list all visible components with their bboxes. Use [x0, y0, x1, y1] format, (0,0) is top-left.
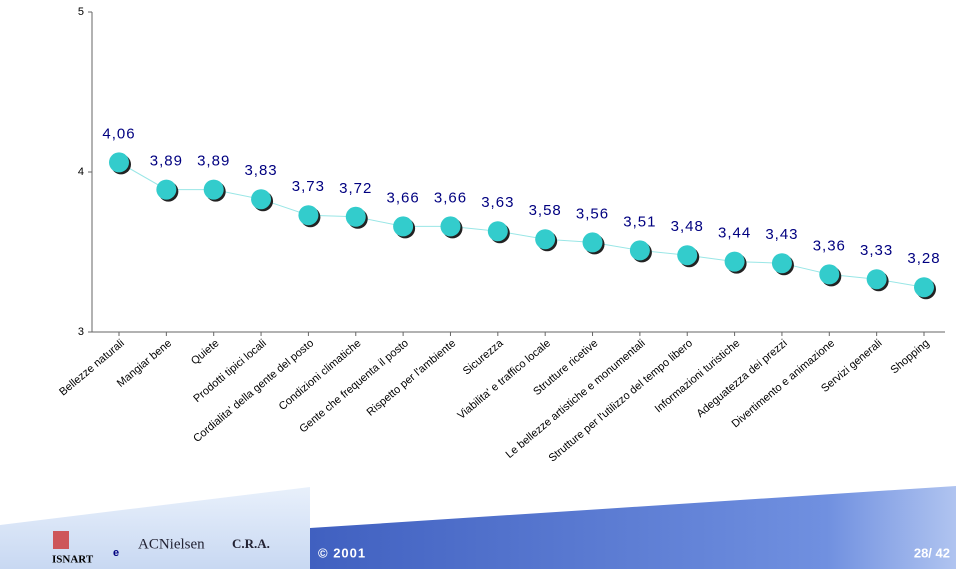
- value-label: 3,44: [718, 225, 751, 242]
- value-label: 3,73: [292, 178, 325, 195]
- line: [118, 161, 925, 288]
- x-tick-label: Quiete: [189, 337, 222, 367]
- marker: [440, 216, 461, 237]
- y-tick-label: 4: [78, 166, 84, 178]
- logo-cra: C.R.A.: [232, 536, 270, 551]
- value-label: 3,28: [907, 250, 940, 267]
- marker: [914, 277, 934, 298]
- marker: [582, 232, 603, 253]
- marker: [203, 179, 224, 200]
- marker: [109, 152, 129, 173]
- marker: [629, 240, 650, 261]
- value-label: 4,06: [102, 125, 135, 142]
- value-label: 3,66: [434, 189, 467, 206]
- value-label: 3,63: [481, 194, 514, 211]
- x-tick-label: Condizioni climatiche: [277, 337, 364, 413]
- marker: [724, 251, 745, 272]
- logo-icon: [53, 531, 69, 549]
- copyright: © 2001: [318, 545, 366, 560]
- joiner: e: [113, 547, 119, 559]
- footer-band: [310, 486, 956, 569]
- value-label: 3,43: [765, 226, 798, 243]
- value-label: 3,58: [529, 202, 562, 219]
- marker: [535, 229, 556, 250]
- value-label: 3,36: [813, 237, 846, 254]
- x-tick-label: Viabilita' e traffico locale: [455, 337, 553, 422]
- x-tick-label: Adeguatezza dei prezzi: [694, 337, 789, 420]
- value-label: 3,83: [244, 162, 277, 179]
- value-label: 3,89: [197, 153, 230, 170]
- marker: [487, 221, 508, 242]
- marker: [156, 179, 177, 200]
- logo-acnielsen: ACNielsen: [138, 536, 205, 552]
- marker: [251, 189, 272, 210]
- marker: [866, 269, 887, 290]
- marker: [677, 245, 698, 266]
- value-label: 3,66: [387, 189, 420, 206]
- x-tick-label: Bellezze naturali: [57, 337, 127, 398]
- x-tick-label: Informazioni turistiche: [653, 337, 743, 415]
- value-label: 3,51: [623, 213, 656, 230]
- value-label: 3,48: [671, 218, 704, 235]
- x-tick-label: Sicurezza: [461, 337, 506, 378]
- y-tick-label: 3: [78, 326, 84, 338]
- value-label: 3,89: [150, 153, 183, 170]
- value-label: 3,56: [576, 205, 609, 222]
- x-tick-label: Shopping: [888, 337, 931, 376]
- marker: [771, 253, 792, 274]
- value-label: 3,72: [339, 180, 372, 197]
- marker: [345, 206, 366, 227]
- y-tick-label: 5: [78, 6, 84, 18]
- value-label: 3,33: [860, 242, 893, 259]
- x-tick-label: Rispetto per l'ambiente: [365, 337, 459, 418]
- page-number: 28/ 42: [914, 545, 950, 560]
- marker: [393, 216, 414, 237]
- marker: [819, 264, 840, 285]
- footer-band-left: [0, 487, 310, 569]
- logo-isnart: ISNART: [52, 554, 94, 566]
- marker: [298, 205, 319, 226]
